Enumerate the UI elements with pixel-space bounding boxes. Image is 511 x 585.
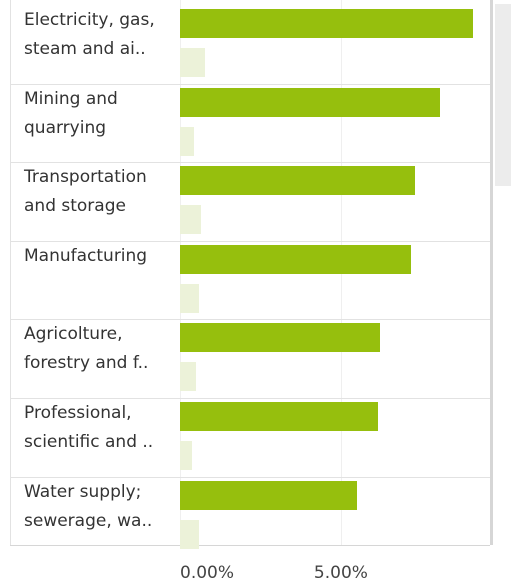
bar — [180, 126, 194, 156]
row-divider — [10, 319, 490, 321]
row-divider — [10, 162, 490, 164]
axis-line — [10, 545, 490, 546]
bar — [180, 48, 206, 77]
category-label: Agricolture, forestry and f.. — [24, 324, 149, 374]
bar — [180, 519, 199, 549]
pane-border — [490, 0, 493, 545]
category-label: Manufacturing — [24, 245, 148, 266]
bar — [180, 205, 201, 235]
category-label: Mining and quarrying — [24, 88, 118, 138]
bar — [180, 441, 192, 470]
scrollbar-thumb[interactable] — [495, 4, 511, 186]
bar — [180, 244, 411, 274]
category-label: Electricity, gas, steam and ai.. — [24, 10, 155, 59]
bar — [180, 9, 473, 38]
category-label: Water supply; sewerage, wa.. — [24, 481, 153, 531]
category-label: Transportation and storage — [24, 167, 147, 217]
bar — [180, 323, 380, 353]
category-label: Professional, scientific and .. — [24, 403, 154, 452]
row-divider — [10, 240, 490, 242]
x-tick-label: 5.00% — [313, 563, 368, 583]
bar — [180, 402, 378, 431]
row-divider — [10, 83, 490, 85]
label-divider — [10, 0, 11, 545]
row-divider — [10, 476, 490, 478]
bar — [180, 362, 197, 392]
x-tick-label: 0.00% — [180, 563, 235, 583]
row-divider — [10, 398, 490, 399]
bar — [180, 166, 415, 196]
bar — [180, 283, 199, 313]
bar — [180, 87, 440, 117]
bar — [180, 480, 358, 510]
